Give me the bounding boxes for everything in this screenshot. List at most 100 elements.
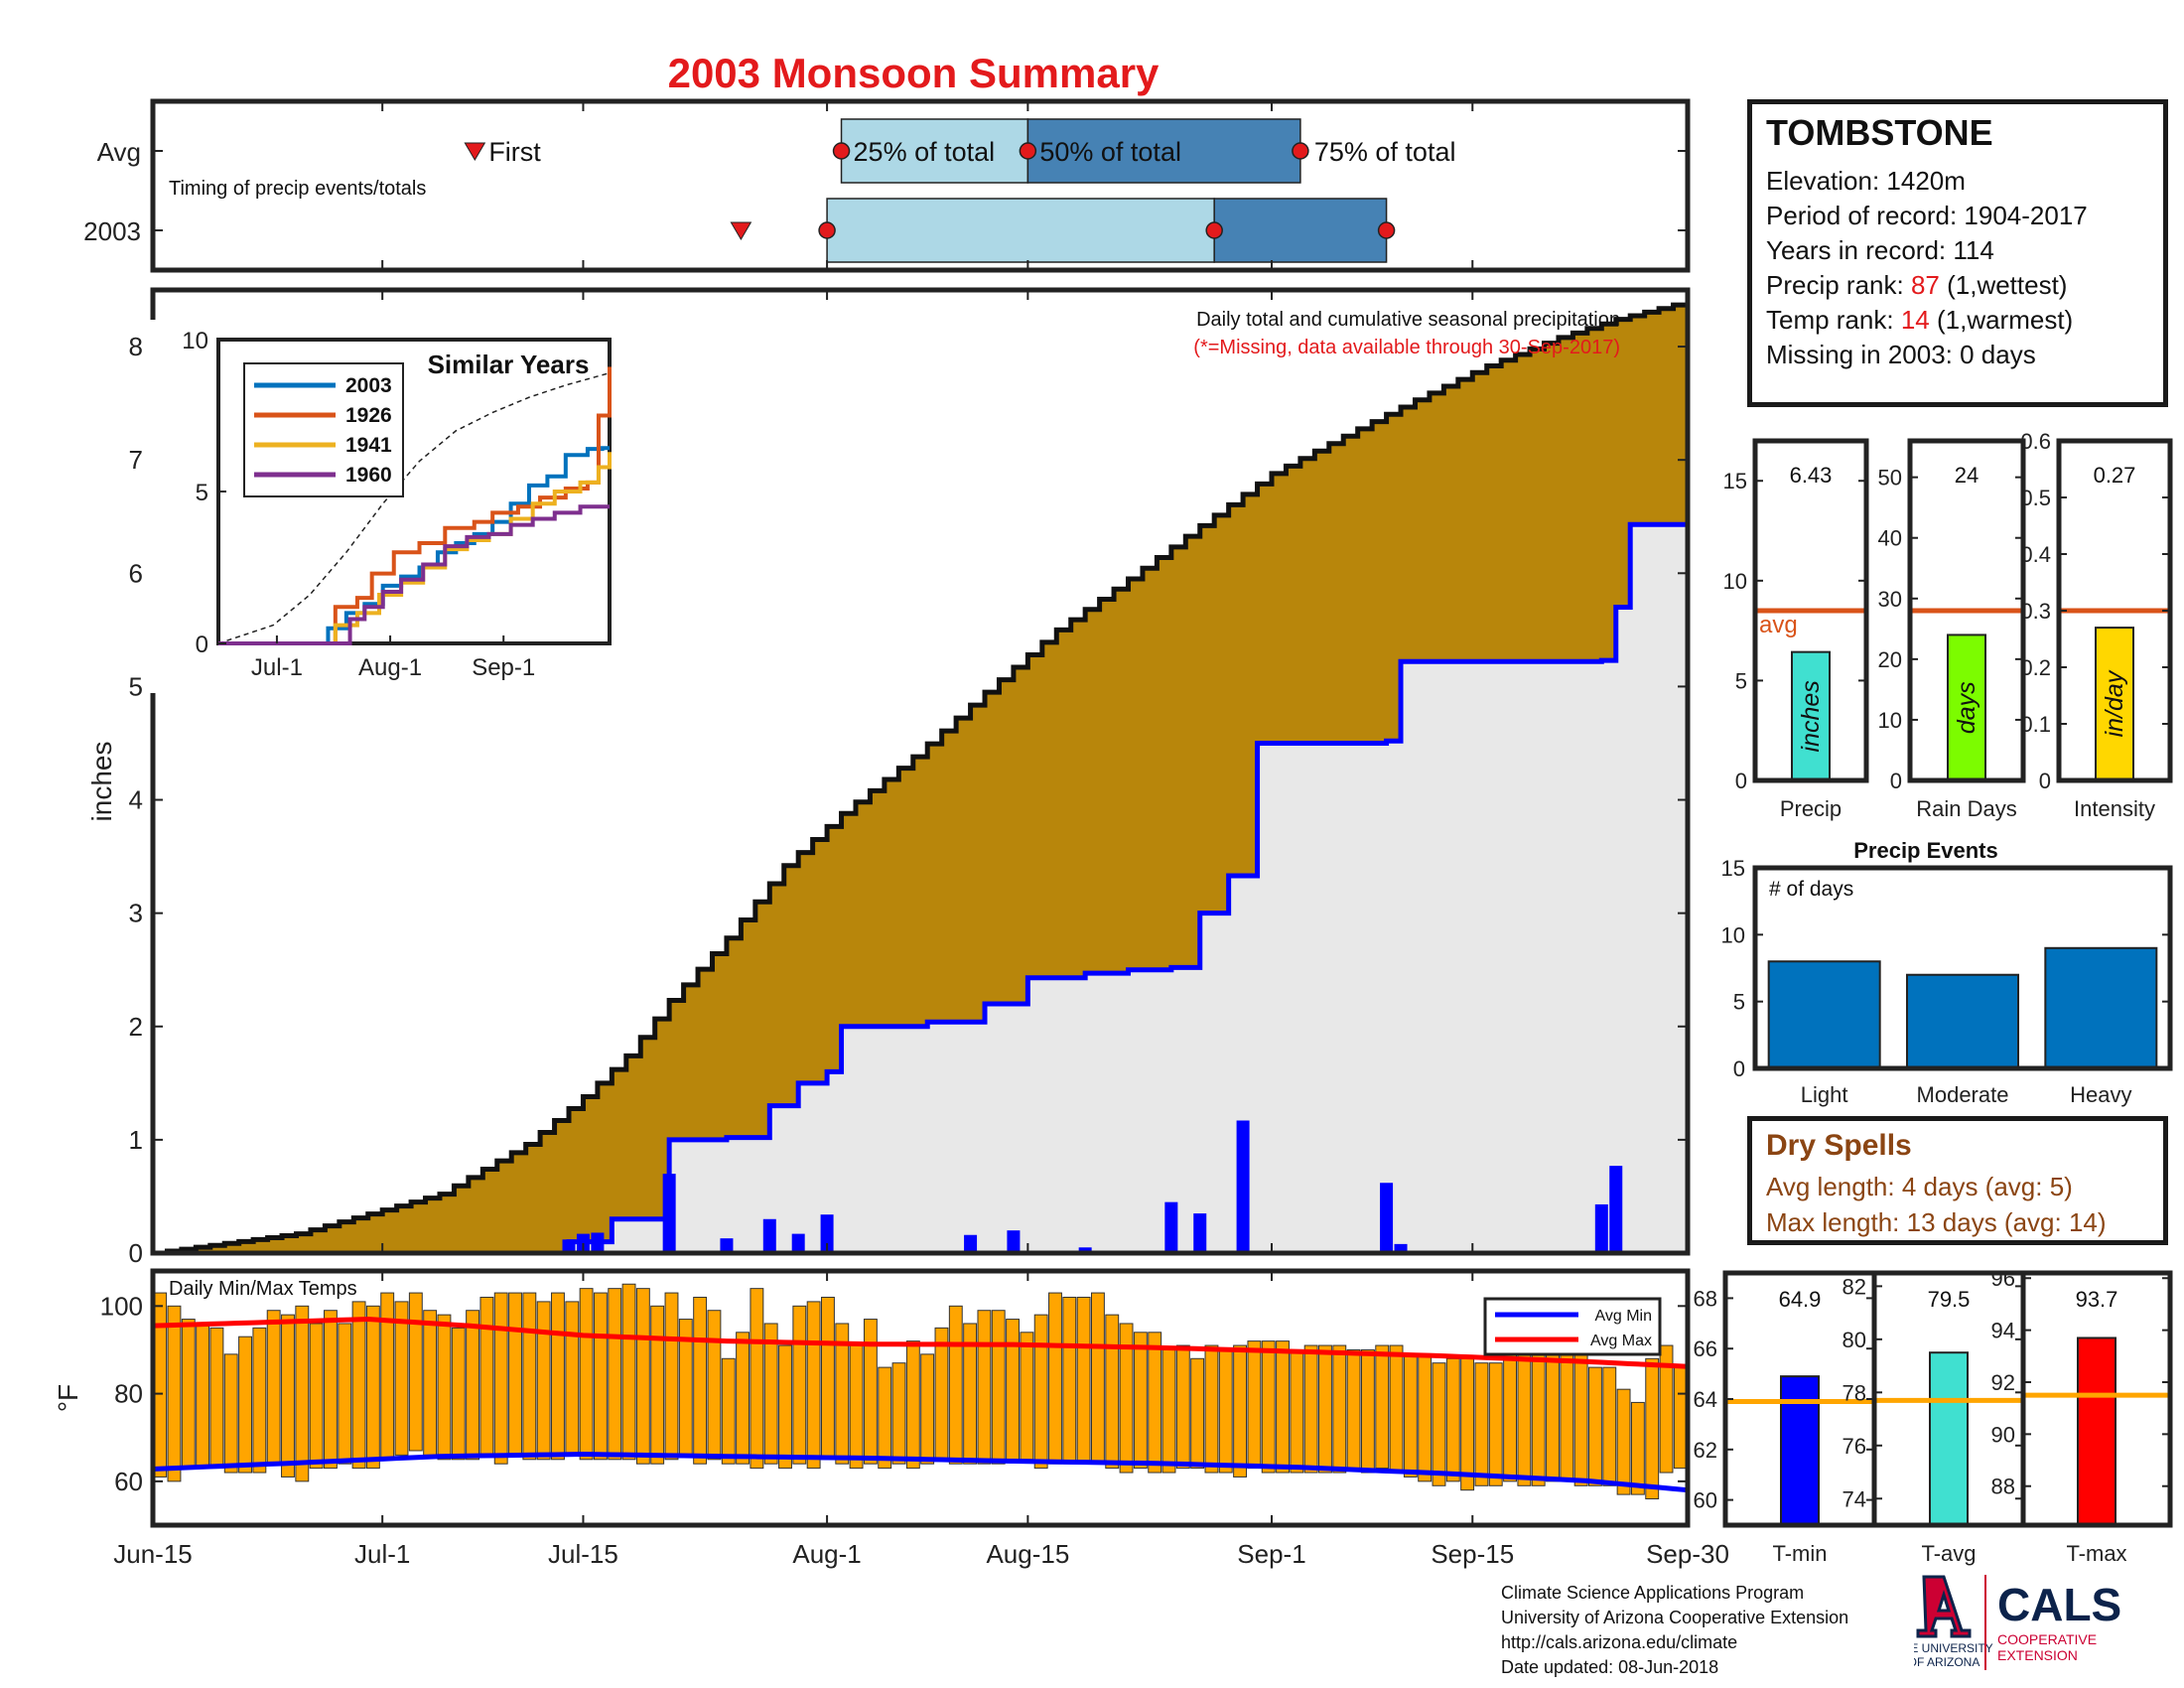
daily-temp-bar [963, 1323, 978, 1465]
mini-y-tick-label: 15 [1723, 469, 1747, 493]
temp-legend-label: Avg Max [1590, 1333, 1652, 1349]
mini-y-tick-label: 10 [1878, 708, 1902, 733]
avg-min-line [152, 1451, 1689, 1493]
year-75-marker [1377, 221, 1396, 239]
daily-temp-bar [1389, 1344, 1404, 1474]
mini-category-label: Rain Days [1916, 796, 2016, 821]
year-25-50-box [826, 198, 1215, 263]
avg-row-label: Avg [97, 137, 141, 167]
temp-y-tick-label: 80 [114, 1379, 143, 1409]
mini-y-tick-label: 80 [1843, 1328, 1866, 1352]
events-title: Precip Events [1853, 838, 1998, 863]
x-tick-label: Aug-1 [792, 1539, 861, 1569]
event-category-label: Heavy [2070, 1082, 2131, 1107]
daily-temp-bar [635, 1288, 650, 1465]
mini-value-label: 64.9 [1779, 1287, 1822, 1312]
avg-50-marker [1019, 142, 1037, 160]
similar-year-line-1926 [218, 366, 612, 645]
mini-chart-tmin_box: 60 62 64 66 68 64.9 T-min [1694, 1270, 1877, 1566]
timing-subtitle: Timing of precip events/totals [169, 178, 426, 200]
avg-max-line [152, 1317, 1689, 1369]
mini-category-label: Intensity [2074, 796, 2155, 821]
similar-years-inset: 0 5 10 Jul-1 Aug-1 Sep-1 Similar Years 2003 1926… [149, 320, 619, 693]
credit-line-3[interactable]: http://cals.arizona.edu/climate [1501, 1632, 1738, 1652]
daily-temp-bar [948, 1305, 963, 1465]
daily-temp-bar [736, 1332, 751, 1465]
daily-temp-bar [479, 1296, 494, 1456]
x-tick-label: Aug-15 [986, 1539, 1069, 1569]
value-bar [2077, 1336, 2116, 1526]
mini-y-tick-label: 0.3 [2020, 599, 2051, 624]
mini-axes-frame [1752, 438, 1869, 783]
daily-temp-bar [608, 1288, 622, 1461]
value-bar [1947, 633, 1986, 782]
inset-legend-label: 1941 [345, 434, 392, 457]
y-tick-label: 0 [129, 1238, 143, 1268]
mini-value-label: 24 [1955, 463, 1979, 488]
mini-category-label: T-min [1773, 1541, 1828, 1566]
mini-y-tick-label: 0.4 [2020, 542, 2051, 567]
event-bar-light [1767, 960, 1881, 1069]
daily-temp-bar [153, 1292, 168, 1477]
dry-spells-box: Dry Spells Avg length: 4 days (avg: 5) M… [1747, 1116, 2168, 1245]
daily-temp-bar [1076, 1296, 1091, 1465]
daily-temp-bar [878, 1366, 892, 1470]
daily-temp-bar [1588, 1366, 1602, 1486]
daily-temp-bar [693, 1296, 708, 1465]
mini-y-tick-label: 20 [1878, 647, 1902, 672]
daily-temp-bar [835, 1323, 850, 1465]
main-precip-chart: 0 1 2 3 4 5 6 7 8 inches Daily total and cumulativ… [86, 287, 1691, 1268]
daily-temp-bar [423, 1310, 438, 1456]
mini-y-tick-label: 50 [1878, 466, 1902, 491]
ua-text-1: THE UNIVERSITY [1914, 1641, 1993, 1655]
daily-temp-bar [565, 1301, 580, 1456]
daily-precip-bar [1193, 1213, 1207, 1253]
events-y-tick-label: 5 [1733, 990, 1745, 1015]
daily-temp-bar [338, 1323, 352, 1465]
main-axes-frame [150, 287, 1691, 1256]
avg-first-marker [464, 142, 486, 161]
daily-temp-bar [1546, 1348, 1560, 1482]
daily-temp-bar [1488, 1362, 1503, 1486]
daily-temp-bar [1630, 1401, 1645, 1495]
mini-value-label: 0.27 [2094, 463, 2136, 488]
mini-y-tick-label: 0 [1735, 769, 1747, 793]
daily-temp-bar [721, 1357, 736, 1465]
daily-temp-bar [1133, 1332, 1148, 1470]
pct25-label: 25% of total [854, 137, 996, 167]
mini-value-label: 79.5 [1928, 1287, 1971, 1312]
mini-y-tick-label: 0.5 [2020, 486, 2051, 510]
mini-chart-tmax_box: 88 90 92 94 96 93.7 T-max [1991, 1266, 2173, 1566]
mini-y-tick-label: 76 [1843, 1434, 1866, 1459]
temp-legend-label: Avg Min [1594, 1308, 1652, 1325]
daily-temp-bar [1673, 1366, 1688, 1470]
mini-unit-label: days [1953, 681, 1980, 734]
daily-precip-bar [1164, 1201, 1178, 1253]
daily-temp-bar [1602, 1366, 1617, 1486]
mini-y-tick-label: 0.1 [2020, 712, 2051, 737]
university-logo: THE UNIVERSITY OF ARIZONA CALS COOPERATI… [1914, 1575, 2121, 1670]
station-name: TOMBSTONE [1766, 112, 1993, 153]
daily-temp-bar [1474, 1362, 1489, 1486]
x-tick-label: Jun-15 [113, 1539, 193, 1569]
daily-temp-bar [891, 1362, 906, 1465]
mini-y-tick-label: 40 [1878, 526, 1902, 551]
mini-y-tick-label: 0.6 [2020, 429, 2051, 454]
inset-y-tick-label: 0 [196, 632, 208, 658]
x-tick-label: Sep-1 [1237, 1539, 1305, 1569]
cumulative-2003-line [153, 521, 1688, 1256]
dry-spells-title: Dry Spells [1766, 1129, 1912, 1162]
daily-temp-bar [863, 1319, 878, 1465]
year-25-marker [818, 221, 836, 239]
mini-y-tick-label: 66 [1694, 1336, 1717, 1361]
daily-temp-bar [252, 1327, 267, 1474]
daily-temp-bar [1290, 1348, 1304, 1474]
daily-temp-bar [451, 1327, 466, 1461]
station-info-box: TOMBSTONE Elevation: 1420m Period of rec… [1747, 99, 2168, 407]
daily-temp-bar [1360, 1348, 1375, 1474]
daily-temp-bar [1318, 1344, 1332, 1474]
inset-x-tick-label: Sep-1 [472, 654, 535, 681]
daily-temp-bar [1020, 1332, 1034, 1461]
event-bar-heavy [2044, 946, 2158, 1069]
